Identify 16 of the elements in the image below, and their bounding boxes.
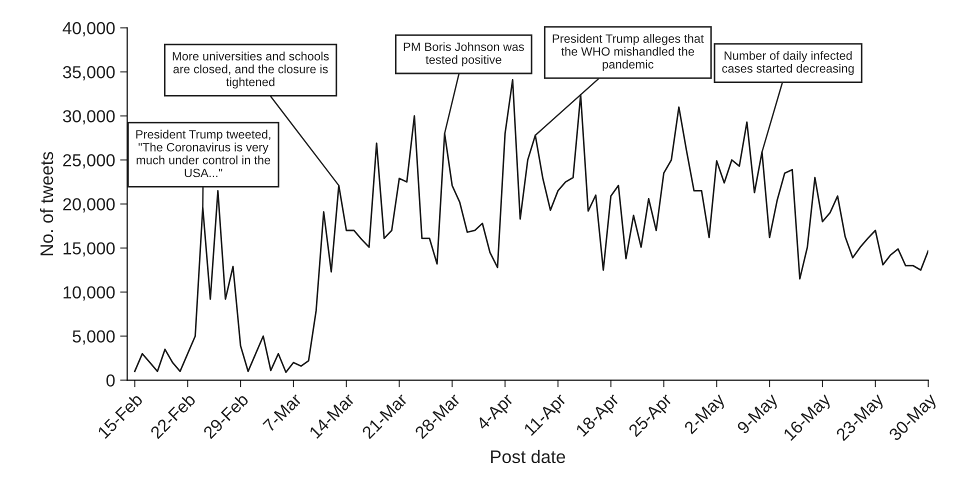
annotation: More universities and schools are closed, and the closure is tightened bbox=[172, 52, 329, 89]
y-tick-label: 25,000 bbox=[63, 154, 115, 168]
y-tick-label: 5,000 bbox=[72, 330, 115, 345]
annotation: PM Boris Johnson was tested positive bbox=[404, 42, 524, 66]
y-tick-label: 20,000 bbox=[63, 198, 115, 213]
annotation: Number of daily infected cases started decreasing bbox=[722, 51, 854, 76]
y-tick-label: 40,000 bbox=[62, 22, 115, 36]
y-tick-label: 35,000 bbox=[62, 66, 115, 80]
y-tick-label: 30,000 bbox=[62, 110, 115, 124]
y-tick-label: 15,000 bbox=[64, 242, 115, 257]
annotation: President Trump tweeted, "The Coronavirus is very much under control in the USA..." bbox=[136, 130, 270, 178]
y-tick-label: 0 bbox=[106, 374, 115, 387]
x-axis-title: Post date bbox=[491, 450, 566, 464]
annotation: President Trump alleges that the WHO mishandled the pandemic bbox=[552, 34, 704, 71]
y-axis-title: No. of tweets bbox=[40, 152, 54, 256]
y-tick-label: 10,000 bbox=[64, 286, 115, 301]
